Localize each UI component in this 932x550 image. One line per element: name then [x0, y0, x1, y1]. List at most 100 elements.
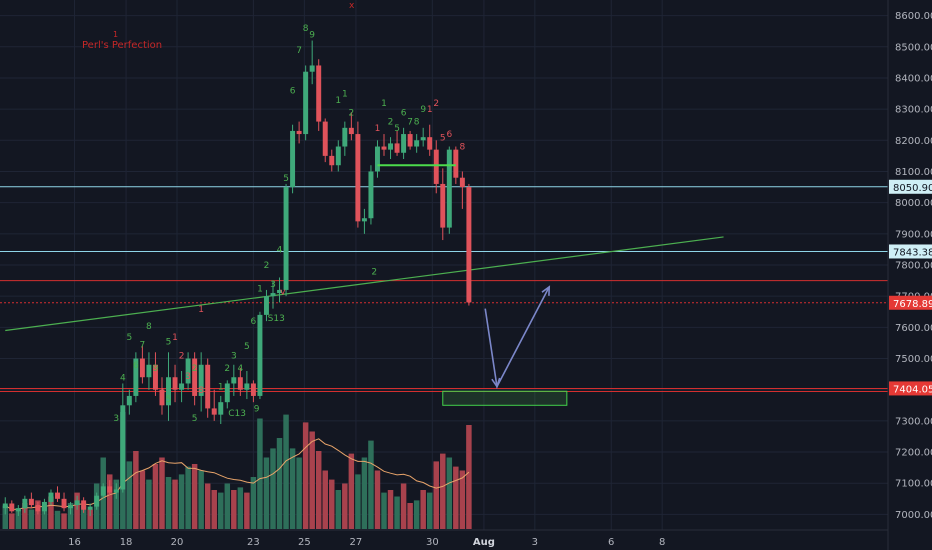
candle-body: [277, 289, 283, 294]
price-tag-red-current: [889, 295, 932, 310]
sequence-label: 8: [459, 143, 465, 153]
volume-bar: [126, 461, 133, 529]
volume-bar: [2, 505, 9, 529]
candle-body: [120, 405, 126, 490]
volume-bar: [407, 503, 413, 529]
candle-body: [211, 408, 217, 415]
volume-bar: [368, 440, 374, 529]
candle-body: [440, 183, 446, 228]
y-tick-label: 7600.00: [895, 323, 932, 334]
sequence-label: 6: [133, 361, 139, 371]
candle-body: [94, 495, 100, 507]
candle-body: [113, 489, 119, 493]
volume-bar: [74, 492, 80, 529]
volume-bar: [237, 487, 244, 529]
sequence-label: 7: [453, 152, 459, 162]
candle-body: [342, 127, 348, 147]
candle-body: [185, 358, 191, 384]
sequence-label: 2: [348, 108, 354, 118]
candle-body: [100, 486, 106, 496]
candle-body: [68, 505, 74, 509]
candle-body: [270, 293, 276, 297]
candle-body: [374, 146, 380, 172]
volume-bar: [224, 483, 231, 529]
y-tick-label: 8600.00: [895, 11, 932, 22]
candle-body: [237, 377, 243, 390]
candle-body: [146, 364, 152, 378]
y-tick-label: 7100.00: [895, 479, 932, 490]
volume-bar: [453, 466, 459, 529]
volume-bar: [113, 479, 120, 529]
x-tick-label: 8: [659, 537, 665, 548]
x-tick-label: 20: [171, 537, 184, 548]
candle-body: [322, 121, 328, 156]
volume-layer: [2, 412, 472, 529]
sequence-label: 1: [218, 383, 224, 393]
y-tick-label: 8500.00: [895, 42, 932, 53]
sequence-label: 4: [159, 387, 165, 397]
sequence-label: 5: [244, 342, 250, 352]
x-tick-label: 23: [247, 537, 260, 548]
volume-bar: [335, 490, 342, 529]
candle-body: [335, 146, 341, 166]
sequence-label: 4: [120, 373, 126, 383]
candle-body: [159, 389, 165, 406]
volume-bar: [459, 470, 466, 529]
sequence-label: 1: [198, 305, 204, 315]
volume-bar: [218, 492, 224, 529]
x-tick-label: 6: [608, 537, 614, 548]
sequence-label: 6: [251, 317, 257, 327]
candle-body: [263, 296, 269, 315]
target-box: [442, 390, 568, 406]
candle-body: [61, 498, 67, 509]
volume-bar: [172, 479, 178, 529]
volume-bar: [198, 470, 204, 529]
sequence-label: 1: [381, 99, 387, 109]
volume-bar: [263, 457, 270, 529]
candle-body: [9, 503, 15, 512]
price-tag-text-cyan-low: 7843.38: [893, 247, 932, 258]
sequence-label: 4: [277, 246, 283, 256]
candle-body: [394, 143, 400, 153]
sequence-label: 2: [179, 352, 185, 362]
candle-body: [172, 377, 178, 390]
volume-bar: [9, 513, 15, 529]
volume-bar: [139, 470, 146, 529]
price-tag-red-support: [889, 381, 932, 396]
volume-bar: [15, 508, 22, 529]
sequence-label: 2: [224, 364, 230, 374]
candle-body: [107, 486, 113, 493]
candle-body: [205, 364, 211, 409]
candle-body: [22, 498, 28, 509]
candle-body: [309, 65, 315, 72]
annotation-mark: 1: [113, 30, 118, 39]
volume-bar: [204, 483, 211, 529]
sequence-label: C13: [228, 409, 246, 419]
candle-body: [303, 71, 309, 135]
candle-body: [257, 314, 263, 396]
volume-bar: [185, 466, 191, 529]
price-tag-text-red-current: 7678.89: [893, 299, 932, 310]
sequence-label: 9: [309, 30, 315, 40]
y-tick-label: 8200.00: [895, 136, 932, 147]
sequence-label: 5: [283, 174, 289, 184]
volume-bar: [355, 474, 361, 529]
candle-body: [231, 377, 237, 384]
sequence-label: 6: [401, 108, 407, 118]
y-tick-label: 7900.00: [895, 229, 932, 240]
price-tag-cyan-low: [889, 244, 932, 259]
sequence-label: 6: [290, 87, 296, 97]
sequence-label: 3: [270, 280, 276, 290]
sequence-label: 1: [427, 105, 433, 115]
volume-bar: [159, 457, 165, 529]
sequence-label: S13: [268, 314, 285, 324]
sequence-label: 2: [371, 267, 377, 277]
candle-body: [296, 130, 302, 135]
candle-body: [348, 127, 354, 135]
volume-bar: [283, 414, 289, 529]
volume-bar: [466, 425, 472, 529]
volume-bar: [374, 470, 381, 529]
candle-body: [81, 500, 87, 510]
candle-layer: [2, 40, 472, 516]
